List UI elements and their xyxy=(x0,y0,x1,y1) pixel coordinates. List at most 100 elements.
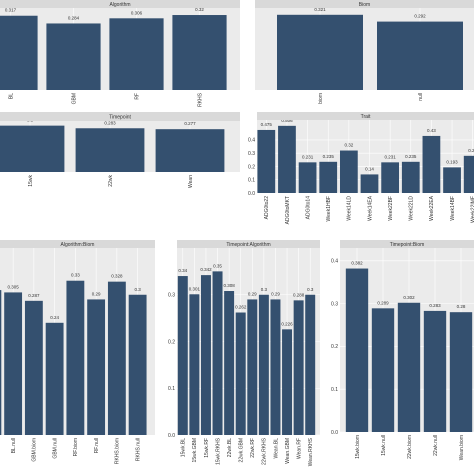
x-tick-label: BL xyxy=(8,93,14,99)
bar xyxy=(278,125,296,193)
value-label: 0.32 xyxy=(195,7,204,12)
bar xyxy=(177,276,188,435)
bar xyxy=(200,275,211,435)
plot-area: 0.340.3010.3420.350.3080.2620.290.30.290… xyxy=(177,248,320,435)
plot-area: 0.321 0.292 xyxy=(277,7,463,90)
x-tick-label: Wean.biom xyxy=(459,435,465,460)
y-tick-label: 0.2 xyxy=(168,339,175,345)
value-label: 0.33 xyxy=(71,273,80,278)
value-label: 0.262 xyxy=(235,305,247,310)
x-tick-label: Week1HBF xyxy=(326,196,332,221)
plot-area: 0.3 0.283 0.277 xyxy=(0,118,225,172)
bar xyxy=(345,268,369,432)
bar xyxy=(277,14,363,90)
bar xyxy=(371,308,395,432)
value-label: 0.28 xyxy=(468,148,474,153)
value-label: 0.32 xyxy=(344,143,353,148)
value-label: 0.306 xyxy=(131,10,143,15)
x-tick-label: ADG0to14 xyxy=(305,196,311,220)
x-tick-label: Wean.RF xyxy=(296,438,302,459)
bar xyxy=(401,161,420,193)
x-tick-label: Week22IMF xyxy=(470,196,474,223)
value-label: 0.3 xyxy=(134,287,141,292)
x-tick-label: Week14LD xyxy=(347,196,353,221)
bar xyxy=(397,302,421,432)
bar xyxy=(107,281,126,435)
y-tick-label: 0.3 xyxy=(331,301,338,307)
x-labels: BL GBM RF RKHS xyxy=(8,92,203,107)
value-label: 0.321 xyxy=(314,7,326,12)
y-tick-label: 0.1 xyxy=(168,386,175,392)
y-tick-label: 0.4 xyxy=(331,259,338,265)
bar xyxy=(75,128,145,172)
x-tick-label: RKHS.biom xyxy=(115,438,121,464)
panel-title: Timepoint:Algorithm xyxy=(226,242,270,248)
x-tick-label: GBM.biom xyxy=(32,438,38,462)
x-tick-label: 15wk.biom xyxy=(355,435,361,459)
panel: Biom 0.321 0.292 biom null xyxy=(255,0,474,104)
panel: Algorithm 0.317 0.284 0.306 0.32 BL GBM RF RKHS xyxy=(0,0,240,107)
bar xyxy=(360,174,379,193)
value-label: 0.288 xyxy=(293,292,305,297)
x-tick-label: RKHS.null xyxy=(135,438,141,461)
y-tick-label: 0.2 xyxy=(248,164,255,170)
value-label: 0.308 xyxy=(223,283,235,288)
panel-title: Biom xyxy=(359,2,370,8)
bar xyxy=(172,15,227,90)
bar xyxy=(270,299,281,435)
value-label: 0.28 xyxy=(457,304,466,309)
x-labels: ADG0to22 ADG0toMKT ADG0to14 Week1HBF Week14L… xyxy=(264,195,474,224)
x-tick-label: Wean.RKHS xyxy=(308,437,314,466)
value-label: 0.29 xyxy=(271,291,280,296)
plot-area: 0.475 0.506 0.231 0.235 0.32 0.14 0.231 0.235 0.… xyxy=(257,120,474,193)
bar xyxy=(449,312,473,432)
y-tick-label: 0.4 xyxy=(248,138,255,144)
value-label: 0.284 xyxy=(68,15,80,20)
x-tick-label: Wean xyxy=(188,175,194,188)
bar xyxy=(109,18,164,90)
value-label: 0.193 xyxy=(446,159,458,164)
title-strip xyxy=(0,0,240,8)
bar xyxy=(422,135,441,193)
x-labels: 15wk.BL 15wk.GBM 15wk.RF 15wk.RKHS 22wk.BL 22… xyxy=(181,437,314,466)
panel-title: Timepoint:Biom xyxy=(390,242,425,248)
bar xyxy=(0,15,38,90)
x-tick-label: Week22LD xyxy=(409,196,415,221)
bar xyxy=(258,294,269,435)
x-tick-label: 15wk.GBM xyxy=(192,438,198,462)
bar xyxy=(224,291,235,435)
x-tick-label: Week14BF xyxy=(450,196,456,221)
bar xyxy=(45,322,64,435)
y-tick-label: 0.1 xyxy=(248,178,255,184)
x-tick-label: Week22BF xyxy=(388,196,394,221)
bar xyxy=(293,300,304,435)
bar xyxy=(463,155,474,193)
y-tick-label: 0.0 xyxy=(248,191,255,197)
bar xyxy=(87,299,106,435)
value-label: 0.475 xyxy=(261,122,273,127)
x-tick-label: 15wk.RF xyxy=(204,438,210,458)
value-label: 0.24 xyxy=(50,315,59,320)
value-label: 0.35 xyxy=(213,263,222,268)
value-label: 0.3 xyxy=(27,118,34,123)
bar xyxy=(377,21,463,90)
value-label: 0.283 xyxy=(429,303,441,308)
value-label: 0.317 xyxy=(5,8,17,13)
bar xyxy=(0,125,65,172)
x-tick-label: 22wk.BL xyxy=(227,438,233,457)
y-tick-label: 0.1 xyxy=(331,387,338,393)
x-tick-label: Week22EA xyxy=(429,195,435,221)
title-strip xyxy=(255,0,474,8)
x-tick-label: Week14EA xyxy=(367,195,373,221)
x-tick-label: biom xyxy=(318,93,324,104)
value-label: 0.305 xyxy=(7,284,19,289)
bar xyxy=(319,161,338,193)
x-tick-label: 15wk.null xyxy=(381,435,387,456)
bar xyxy=(4,292,23,435)
x-labels: 15wk.biom 15wk.null 22wk.biom 22wk.null Wean… xyxy=(355,435,465,460)
bar xyxy=(155,129,225,172)
bar xyxy=(189,294,200,435)
x-tick-label: GBM.null xyxy=(52,438,58,459)
